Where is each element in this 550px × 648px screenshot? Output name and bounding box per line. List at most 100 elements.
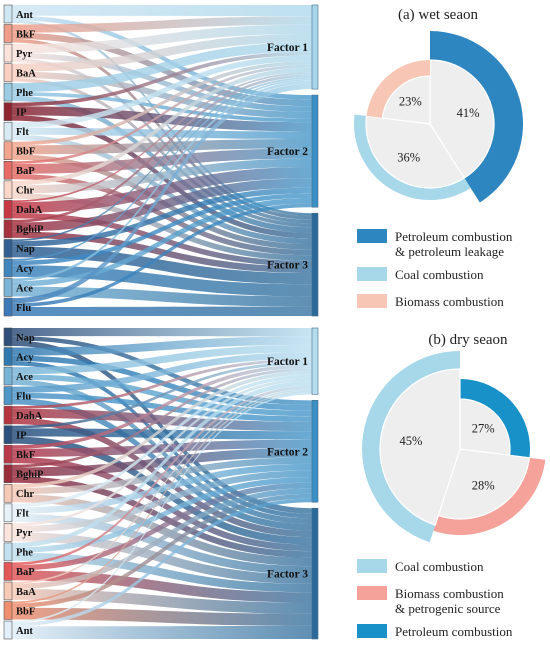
pie-slice-center-coal-combustion [365,115,466,189]
link-flu-to-factor-2 [12,203,312,308]
link-ace-to-factor-3 [12,286,312,307]
source-label-pyr: Pyr [16,528,33,539]
link-flt-to-factor-2 [12,127,312,140]
source-label-bghip: BghiP [16,225,44,236]
link-bghip-to-factor-1 [12,74,312,223]
target-label-factor-3: Factor 3 [267,260,308,272]
source-node-ip [3,425,13,444]
link-daha-to-factor-2 [12,408,312,432]
link-chr-to-factor-1 [12,370,312,488]
source-label-acy: Acy [16,264,34,275]
link-ip-to-factor-2 [12,428,312,440]
link-bkf-to-factor-1 [12,16,312,33]
source-label-ace: Ace [16,283,33,294]
source-label-baa: BaA [16,68,36,79]
link-ant-to-factor-2 [12,15,312,100]
source-label-flu: Flu [16,391,31,402]
link-chr-to-factor-1 [12,67,312,186]
source-node-baa [3,581,13,601]
legend-label-petroleum-combustion: Petroleum combustion [395,624,513,639]
link-pyr-to-factor-1 [12,378,312,527]
source-node-chr [3,483,13,503]
legend-swatch-biomass-combustion [357,294,387,308]
legend-label-biomass-combustion-petrogenic-source: Biomass combustion [395,586,504,601]
link-phe-to-factor-2 [12,92,312,123]
link-flt-to-factor-2 [12,463,312,514]
source-node-ace [3,278,13,297]
link-nap-to-factor-1 [12,76,312,242]
link-flt-to-factor-1 [12,374,312,508]
target-node-factor-1 [311,327,319,395]
link-ant-to-factor-1 [12,5,312,17]
link-pyr-to-factor-1 [12,24,312,54]
source-node-flt [3,503,13,523]
target-label-factor-3: Factor 3 [267,569,308,581]
link-bghip-to-factor-1 [12,368,312,468]
source-label-phe: Phe [16,548,33,559]
source-node-bbf [3,601,13,620]
source-node-bghip [3,464,13,484]
source-node-pyr [3,523,13,542]
pie-label-petroleum-combustion: 27% [472,421,495,435]
link-bap-to-factor-1 [12,385,312,566]
link-daha-to-factor-1 [12,72,312,203]
source-node-flu [3,386,13,405]
source-label-phe: Phe [16,88,33,99]
source-node-ant [3,4,13,24]
legend-label-biomass-combustion: Biomass combustion [395,294,504,309]
legend-swatch-biomass-combustion-petrogenic-source [357,586,387,600]
pie-label-coal-combustion: 45% [400,434,423,448]
target-node-factor-1 [311,4,319,90]
link-ace-to-factor-1 [12,80,312,282]
link-phe-to-factor-1 [12,381,312,548]
link-phe-to-factor-1 [12,42,312,93]
source-node-daha [3,405,13,425]
source-label-flt: Flt [16,509,29,520]
source-label-nap: Nap [16,333,35,344]
legend-swatch-coal-combustion [357,559,387,573]
link-flt-to-factor-1 [12,55,312,128]
link-bkf-to-factor-2 [12,439,312,457]
link-ant-to-factor-3 [12,625,312,639]
legend-label-coal-combustion: Coal combustion [395,559,484,574]
source-label-ip: IP [16,430,27,441]
link-flt-to-factor-3 [12,513,312,575]
link-pyr-to-factor-2 [12,53,312,112]
target-label-factor-2: Factor 2 [267,446,308,458]
link-baa-to-factor-1 [12,388,312,584]
source-node-acy [3,258,13,278]
sankey-links [12,328,312,639]
link-nap-to-factor-2 [12,187,312,247]
target-node-factor-2 [311,400,319,503]
legend-label-petroleum-combustion-petroleum-leakage: Petroleum combustion [395,229,513,244]
link-ant-to-factor-2 [12,498,312,627]
link-bkf-to-factor-1 [12,364,312,449]
source-node-baa [3,63,13,82]
source-node-bap [3,161,13,180]
source-node-flu [3,297,13,317]
link-bap-to-factor-1 [12,64,312,164]
pie-label-petroleum-combustion-petroleum-leakage: 41% [457,106,480,120]
link-phe-to-factor-2 [12,476,312,553]
link-acy-to-factor-1 [12,78,312,261]
link-baa-to-factor-3 [12,77,312,228]
source-label-ant: Ant [16,10,33,21]
target-label-factor-1: Factor 1 [267,356,308,368]
pie-label-biomass-combustion: 23% [399,95,422,109]
pie-title: (b) dry seaon [428,332,508,348]
target-node-factor-3 [311,212,319,317]
link-baa-to-factor-1 [12,33,312,72]
link-acy-to-factor-1 [12,336,312,356]
pie-slice-center-biomass-combustion [381,75,431,125]
source-node-bkf [3,24,13,43]
link-pyr-to-factor-3 [12,58,312,224]
source-label-ace: Ace [16,372,33,383]
target-node-factor-3 [311,507,319,640]
link-chr-to-factor-2 [12,158,312,194]
link-chr-to-factor-3 [12,494,312,567]
link-bbf-to-factor-1 [12,61,312,146]
link-flu-to-factor-3 [12,306,312,316]
source-label-flt: Flt [16,127,29,138]
legend-label-coal-combustion: Coal combustion [395,267,484,282]
source-node-daha [3,200,13,219]
